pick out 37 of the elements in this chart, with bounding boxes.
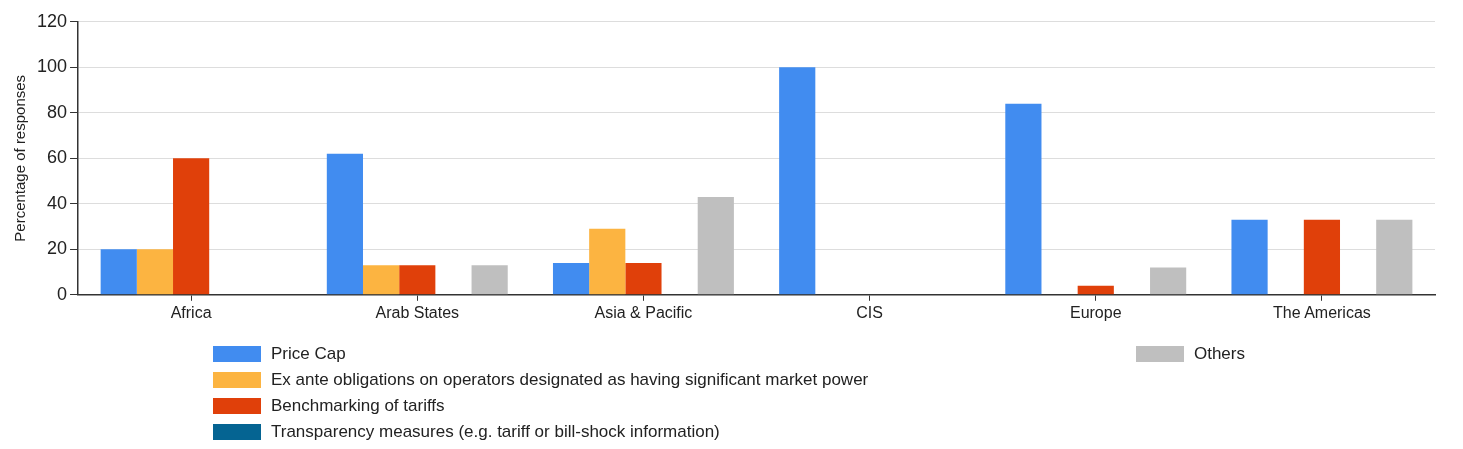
bar [1231, 219, 1268, 295]
bar [471, 265, 508, 295]
legend-label: Price Cap [271, 344, 346, 364]
x-tick-label: Arab States [375, 303, 460, 321]
bar [1150, 267, 1187, 295]
y-tick-label: 20 [47, 238, 68, 259]
bar [136, 249, 174, 295]
x-tick-label: Asia & Pacific [594, 303, 693, 321]
bar [589, 228, 626, 295]
bar [326, 153, 363, 295]
y-tick-label: 40 [47, 192, 68, 213]
bar [1376, 219, 1413, 295]
bar [625, 262, 662, 295]
bar [399, 265, 436, 295]
bar [173, 158, 210, 295]
bar [1077, 285, 1114, 295]
bar [100, 249, 137, 295]
y-tick-label: 60 [47, 147, 68, 168]
x-tick-label: Europe [1069, 303, 1122, 321]
y-tick-label: 120 [36, 10, 68, 31]
legend-label: Ex ante obligations on operators designated as having significant market power [271, 370, 869, 390]
bar [552, 262, 590, 295]
bar [779, 67, 816, 295]
y-tick-label: 0 [57, 283, 68, 304]
x-tick-label: CIS [856, 303, 883, 321]
y-axis-title: Percentage of responses [11, 74, 29, 242]
bar [363, 265, 400, 295]
bar [1005, 103, 1042, 295]
legend-label: Benchmarking of tariffs [271, 396, 445, 416]
bar [697, 196, 734, 295]
bar [1303, 219, 1341, 295]
legend-label: Transparency measures (e.g. tariff or bill-shock information) [271, 422, 720, 442]
y-tick-label: 100 [36, 56, 68, 77]
legend-label: Others [1193, 344, 1245, 364]
y-tick-label: 80 [47, 101, 68, 122]
x-tick-label: The Americas [1273, 303, 1371, 321]
x-tick-label: Africa [170, 303, 212, 321]
